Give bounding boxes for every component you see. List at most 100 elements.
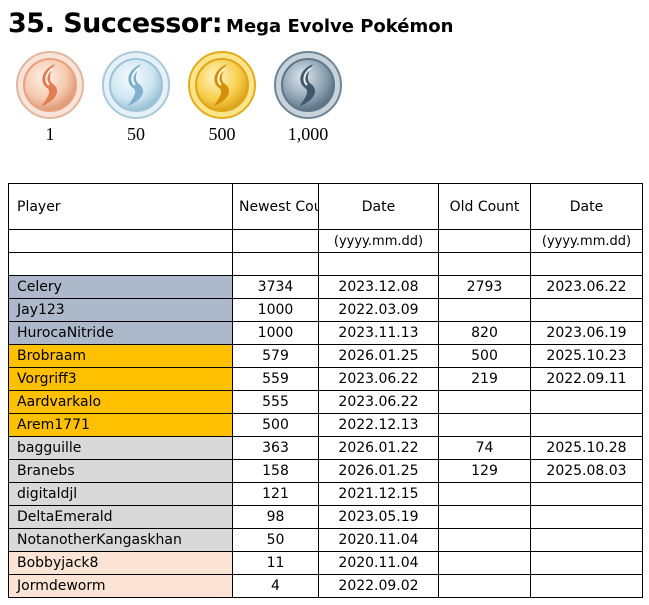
table-row: Jormdeworm 4 2022.09.02 (8, 574, 643, 598)
old-count-cell (438, 551, 531, 575)
newest-date-cell: 2026.01.25 (318, 459, 439, 483)
newest-date-cell: 2021.12.15 (318, 482, 439, 506)
spacer-row (8, 252, 643, 276)
medal-threshold-label: 1 (45, 124, 55, 144)
empty-cell (232, 229, 319, 253)
gold-medal: 500 (187, 50, 257, 145)
medal-threshold-label: 50 (127, 124, 145, 144)
old-count-cell: 820 (438, 321, 531, 345)
newest-date-cell: 2023.11.13 (318, 321, 439, 345)
newest-count-cell: 121 (232, 482, 319, 506)
header-old-date: Date (530, 183, 643, 230)
platinum-medal-icon (274, 51, 342, 119)
empty-cell (438, 252, 531, 276)
table-row: Bobbyjack8 11 2020.11.04 (8, 551, 643, 575)
player-name-cell: DeltaEmerald (8, 505, 233, 529)
newest-count-cell: 158 (232, 459, 319, 483)
old-date-cell (530, 413, 643, 437)
old-date-cell: 2025.08.03 (530, 459, 643, 483)
page-title: 35. Successor: Mega Evolve Pokémon (8, 8, 453, 39)
newest-date-cell: 2022.03.09 (318, 298, 439, 322)
empty-cell (318, 252, 439, 276)
old-date-format-label: (yyyy.mm.dd) (530, 229, 643, 253)
table-row: Jay123 1000 2022.03.09 (8, 298, 643, 322)
header-row: Player Newest Count Date Old Count Date (8, 183, 643, 230)
newest-date-cell: 2022.09.02 (318, 574, 439, 598)
date-format-row: (yyyy.mm.dd) (yyyy.mm.dd) (8, 229, 643, 253)
old-date-cell: 2025.10.23 (530, 344, 643, 368)
leaderboard-body: Player Newest Count Date Old Count Date … (8, 183, 643, 598)
newest-count-cell: 363 (232, 436, 319, 460)
newest-count-cell: 579 (232, 344, 319, 368)
newest-date-cell: 2020.11.04 (318, 551, 439, 575)
old-count-cell (438, 390, 531, 414)
old-date-cell: 2025.10.28 (530, 436, 643, 460)
table-row: Aardvarkalo 555 2023.06.22 (8, 390, 643, 414)
old-date-cell (530, 505, 643, 529)
player-name-cell: Aardvarkalo (8, 390, 233, 414)
old-count-cell (438, 413, 531, 437)
old-count-cell: 219 (438, 367, 531, 391)
achievement-subtitle: Mega Evolve Pokémon (226, 16, 454, 37)
table-row: Branebs 158 2026.01.25 129 2025.08.03 (8, 459, 643, 483)
old-date-cell (530, 390, 643, 414)
table-row: digitaldjl 121 2021.12.15 (8, 482, 643, 506)
old-count-cell: 74 (438, 436, 531, 460)
newest-count-cell: 3734 (232, 275, 319, 299)
table-row: DeltaEmerald 98 2023.05.19 (8, 505, 643, 529)
table-row: HurocaNitride 1000 2023.11.13 820 2023.06.19 (8, 321, 643, 345)
old-count-cell (438, 482, 531, 506)
player-name-cell: Celery (8, 275, 233, 299)
header-date: Date (318, 183, 439, 230)
leaderboard-table: Player Newest Count Date Old Count Date … (8, 183, 643, 598)
table-row: NotanotherKangaskhan 50 2020.11.04 (8, 528, 643, 552)
newest-count-cell: 559 (232, 367, 319, 391)
old-date-cell (530, 528, 643, 552)
empty-cell (8, 229, 233, 253)
old-count-cell: 500 (438, 344, 531, 368)
newest-date-cell: 2026.01.25 (318, 344, 439, 368)
newest-date-cell: 2023.05.19 (318, 505, 439, 529)
empty-cell (530, 252, 643, 276)
newest-count-cell: 500 (232, 413, 319, 437)
platinum-medal: 1,000 (273, 50, 343, 145)
player-name-cell: digitaldjl (8, 482, 233, 506)
silver-medal: 50 (101, 50, 171, 145)
player-name-cell: Jormdeworm (8, 574, 233, 598)
player-name-cell: Jay123 (8, 298, 233, 322)
medal-threshold-label: 500 (208, 124, 236, 144)
newest-date-cell: 2020.11.04 (318, 528, 439, 552)
empty-cell (8, 252, 233, 276)
player-name-cell: NotanotherKangaskhan (8, 528, 233, 552)
header-old-count: Old Count (438, 183, 531, 230)
old-date-cell (530, 574, 643, 598)
bronze-medal-icon (16, 51, 84, 119)
empty-cell (438, 229, 531, 253)
old-count-cell (438, 574, 531, 598)
old-count-cell: 129 (438, 459, 531, 483)
newest-date-cell: 2023.12.08 (318, 275, 439, 299)
table-row: Vorgriff3 559 2023.06.22 219 2022.09.11 (8, 367, 643, 391)
empty-cell (232, 252, 319, 276)
player-name-cell: Branebs (8, 459, 233, 483)
newest-date-cell: 2026.01.22 (318, 436, 439, 460)
newest-date-cell: 2023.06.22 (318, 390, 439, 414)
newest-count-cell: 98 (232, 505, 319, 529)
old-count-cell: 2793 (438, 275, 531, 299)
table-row: Brobraam 579 2026.01.25 500 2025.10.23 (8, 344, 643, 368)
old-count-cell (438, 505, 531, 529)
silver-medal-icon (102, 51, 170, 119)
player-name-cell: Vorgriff3 (8, 367, 233, 391)
player-name-cell: HurocaNitride (8, 321, 233, 345)
date-format-label: (yyyy.mm.dd) (318, 229, 439, 253)
newest-date-cell: 2023.06.22 (318, 367, 439, 391)
old-count-cell (438, 298, 531, 322)
bronze-medal: 1 (15, 50, 85, 145)
newest-count-cell: 11 (232, 551, 319, 575)
newest-date-cell: 2022.12.13 (318, 413, 439, 437)
table-row: Celery 3734 2023.12.08 2793 2023.06.22 (8, 275, 643, 299)
old-date-cell (530, 482, 643, 506)
header-player: Player (8, 183, 233, 230)
old-date-cell (530, 551, 643, 575)
old-date-cell: 2022.09.11 (530, 367, 643, 391)
